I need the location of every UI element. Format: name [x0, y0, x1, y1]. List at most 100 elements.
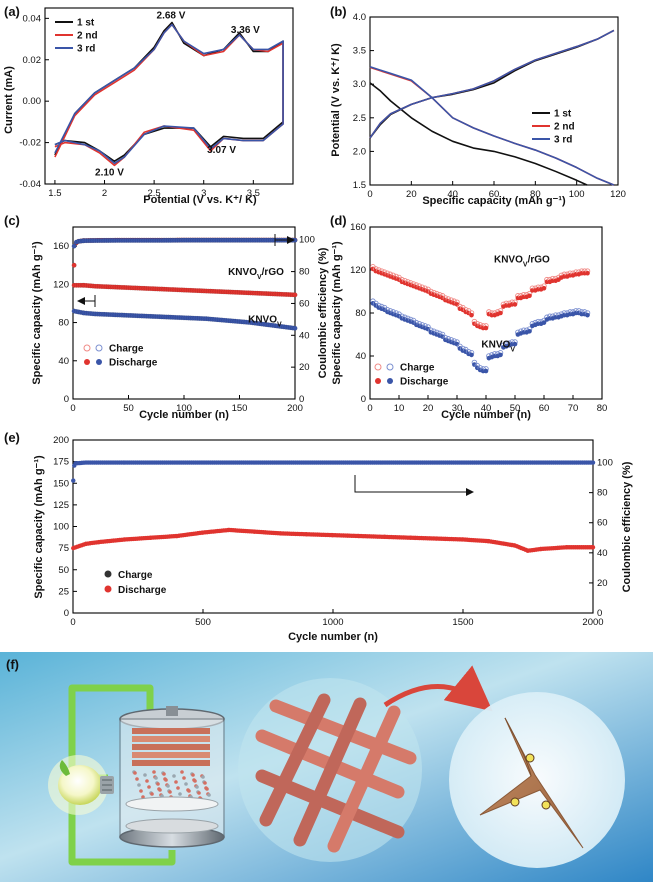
data-point — [71, 262, 77, 268]
panel-d-series — [370, 264, 591, 374]
data-point — [590, 460, 596, 465]
y-right-tick-label: 80 — [299, 267, 310, 278]
discharge-point — [469, 352, 474, 358]
legend-charge-marker-2 — [386, 363, 394, 371]
x-tick-label: 70 — [568, 403, 579, 414]
ion-dot — [143, 773, 147, 777]
ion-dot — [178, 792, 182, 796]
panel-c-ylabel-right: Coulombic efficiency (%) — [317, 247, 329, 378]
discharge-point — [541, 285, 547, 291]
ion-dot — [172, 774, 176, 778]
panel-b-xlabel: Specific capacity (mAh g⁻¹) — [422, 195, 566, 207]
panel-a-annotations: 2.68 V 3.36 V 3.07 V 2.10 V — [95, 10, 260, 178]
x-tick-label: 0 — [70, 617, 75, 628]
ion-dot — [195, 785, 199, 789]
panel-c-xlabel: Cycle number (n) — [139, 409, 229, 421]
panel-e-xlabel: Cycle number (n) — [288, 631, 378, 643]
x-tick-label: 30 — [452, 403, 463, 414]
x-tick-label: 60 — [539, 403, 550, 414]
data-point — [590, 545, 596, 550]
legend-b-3-label: 3 rd — [554, 135, 572, 146]
y-tick-label: 75 — [58, 543, 69, 554]
ion-dot — [150, 792, 154, 796]
y-tick-label: 3.0 — [353, 79, 366, 90]
gcd-curve-1-2 — [369, 82, 588, 186]
panel-d-xlabel: Cycle number (n) — [441, 409, 531, 421]
y-right-tick-label: 60 — [299, 298, 310, 309]
discharge-point — [498, 352, 503, 358]
y-tick-label: 0.04 — [23, 13, 42, 24]
panel-b-label: (b) — [330, 4, 347, 19]
legend-a-2-label: 2 nd — [77, 31, 98, 42]
zoom-arrow — [383, 665, 493, 712]
panel-f-label: (f) — [6, 657, 19, 672]
ion-dot — [156, 782, 160, 786]
y-tick-label: 4.0 — [353, 12, 366, 23]
x-tick-label: 2.5 — [148, 188, 161, 199]
x-tick-label: 1000 — [322, 617, 343, 628]
ion-dot — [137, 783, 141, 787]
gcd-curve-3-2 — [369, 65, 615, 186]
x-tick-label: 200 — [287, 403, 303, 414]
x-tick-label: 2 — [102, 188, 107, 199]
ion-dot — [166, 784, 170, 788]
crystal-unit-image — [449, 692, 625, 868]
panel-a-series — [54, 21, 284, 167]
x-tick-label: 60 — [489, 189, 500, 200]
panel-e-series — [71, 460, 596, 553]
x-tick-label: 1500 — [452, 617, 473, 628]
y-tick-label: 3.5 — [353, 46, 366, 57]
ion-dot — [203, 781, 207, 785]
circuit-wire-bottom — [68, 790, 176, 866]
y-tick-label: 0.00 — [23, 96, 42, 107]
x-tick-label: 50 — [510, 403, 521, 414]
y-tick-label: 2.5 — [353, 113, 366, 124]
nanowire-rod — [327, 705, 401, 853]
legend-b-1-label: 1 st — [554, 109, 572, 120]
y-tick-label: 50 — [58, 565, 69, 576]
x-tick-label: 0 — [367, 403, 372, 414]
ion-dot — [184, 782, 188, 786]
legend-discharge-marker-2 — [96, 359, 102, 365]
legend-charge-label: Charge — [400, 363, 435, 374]
legend-discharge-marker-1 — [84, 359, 90, 365]
discharge-point — [541, 320, 547, 325]
panel-b-legend: 1 st 2 nd 3 rd — [532, 109, 575, 146]
peak-annotation: 2.10 V — [95, 168, 124, 179]
legend-charge-marker-1 — [374, 363, 382, 371]
ion-dot — [135, 777, 139, 781]
panel-b: (b) 0 20 40 60 80 100 120 1.5 2.0 2.5 3.0 3.5 4.0 1 … — [330, 4, 626, 207]
legend-discharge-label: Discharge — [109, 358, 158, 369]
ion-dot — [145, 779, 149, 783]
legend-discharge-label: Discharge — [400, 377, 449, 388]
x-tick-label: 20 — [423, 403, 434, 414]
discharge-point — [585, 270, 590, 276]
discharge-point — [512, 341, 518, 347]
legend-discharge-marker — [104, 585, 112, 593]
ion-dot — [174, 780, 178, 784]
y-right-tick-label: 40 — [299, 330, 310, 341]
peak-annotation: 2.68 V — [157, 10, 186, 21]
discharge-point — [498, 310, 503, 316]
x-tick-label: 50 — [123, 403, 134, 414]
y-tick-label: 160 — [350, 222, 366, 233]
panel-a-xlabel: Potential (V vs. K⁺/ K) — [143, 194, 257, 206]
y-tick-label: -0.04 — [19, 179, 41, 190]
panel-a: (a) 1.5 2 2.5 3 3.5 -0.04 -0.02 0.00 0.02 0.04 2.… — [3, 4, 294, 206]
light-bulb-icon — [48, 755, 114, 815]
y-tick-label: 160 — [53, 241, 69, 252]
panel-e-label: (e) — [4, 430, 20, 445]
ion-dot — [191, 773, 195, 777]
x-tick-label: 120 — [610, 189, 626, 200]
discharge-point — [527, 293, 532, 299]
panel-d: (d) 0 10 20 30 40 50 60 70 80 0 40 80 120 160 KNVOV/r… — [330, 213, 607, 421]
panel-a-frame — [44, 7, 294, 185]
x-tick-label: 3 — [201, 188, 206, 199]
discharge-point — [585, 312, 590, 318]
panel-c-ylabel: Specific capacity (mAh g⁻¹) — [31, 241, 43, 385]
x-tick-label: 3.5 — [247, 188, 260, 199]
y-right-tick-label: 0 — [597, 608, 602, 619]
y-right-tick-label: 100 — [597, 458, 613, 469]
y-tick-label: 120 — [53, 279, 69, 290]
